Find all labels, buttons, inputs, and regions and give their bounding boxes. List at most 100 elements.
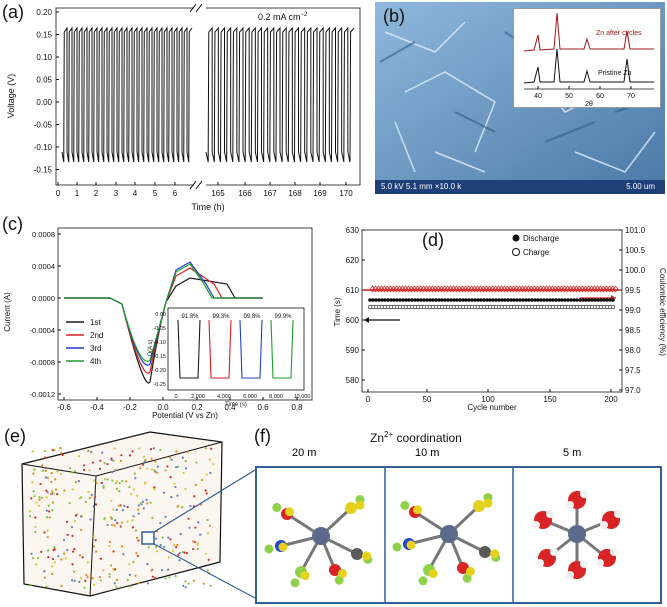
y-tick-label: 620 <box>346 256 360 265</box>
md-atom <box>47 510 51 513</box>
hydrogen-atom <box>536 559 544 567</box>
md-atom <box>103 478 107 481</box>
x-axis-label: Cycle number <box>467 403 517 412</box>
fluorine-atom <box>400 500 410 510</box>
md-atom <box>109 516 113 519</box>
md-atom <box>118 490 121 493</box>
md-atom <box>156 465 159 468</box>
plot-frame <box>361 229 623 393</box>
md-atom <box>112 550 115 553</box>
md-atom <box>119 504 122 507</box>
md-atom <box>187 582 190 585</box>
y2-tick-label: 99.0 <box>625 306 641 315</box>
md-atom <box>189 504 192 508</box>
panel-f: (f) Zn2+ coordination 20 m 10 m 5 m <box>250 424 667 604</box>
y-tick-label: 580 <box>346 376 360 385</box>
y-tick-label: 0.05 <box>36 76 52 85</box>
ligand-atom <box>473 500 485 512</box>
discharge-point <box>410 298 414 302</box>
inset-y-tick-label: 0.00 <box>155 312 166 318</box>
md-atom <box>78 580 81 584</box>
discharge-point <box>383 298 387 302</box>
md-atom <box>28 509 32 513</box>
md-atom <box>208 571 211 575</box>
panel-f-title-rest: coordination <box>393 431 462 445</box>
ce-marker <box>459 285 466 293</box>
legend-label: 3rd <box>90 344 102 353</box>
md-atom <box>170 496 173 499</box>
md-atom <box>45 509 49 512</box>
sem-info-bar: 5.0 kV 5.1 mm ×10.0 k 5.00 um <box>375 180 665 194</box>
md-atom <box>128 563 131 566</box>
md-atom <box>132 560 135 564</box>
ce-marker <box>438 285 445 293</box>
md-atom <box>64 557 68 560</box>
md-atom <box>53 561 56 564</box>
discharge-point <box>479 298 483 302</box>
ce-marker <box>375 285 382 293</box>
md-atom <box>183 551 186 554</box>
x-tick-label: 1 <box>75 189 80 198</box>
x-tick-label: -0.2 <box>123 403 137 412</box>
inset-x-tick-label: 8,000 <box>269 394 283 400</box>
md-atom <box>56 492 59 496</box>
inset-pct: 99.3% <box>212 314 230 320</box>
panel-e: (e) <box>0 424 250 601</box>
discharge-point <box>557 298 561 302</box>
x-tick-label: 0.6 <box>257 403 269 412</box>
y2-axis-label: Coulombic efficiency (%) <box>658 268 667 356</box>
ce-marker <box>510 285 517 293</box>
discharge-point <box>464 298 468 302</box>
ce-marker <box>534 285 541 293</box>
ce-marker <box>393 285 400 293</box>
md-atom <box>113 524 116 527</box>
coordination-boxes <box>255 466 662 604</box>
ce-marker <box>498 285 505 293</box>
md-atom <box>177 553 180 556</box>
y-axis-label: Time (s) <box>333 297 342 326</box>
md-atom <box>133 472 136 475</box>
sulfur-atom <box>337 568 347 578</box>
ce-marker <box>390 285 397 293</box>
x-tick-label: -0.4 <box>90 403 104 412</box>
inset-y-tick-label: -0.25 <box>153 382 166 388</box>
md-atom <box>60 584 63 588</box>
md-atom <box>60 558 63 561</box>
md-atom <box>163 491 166 494</box>
md-atom <box>184 460 187 463</box>
md-atom <box>120 521 123 524</box>
discharge-point <box>428 298 432 302</box>
ce-marker <box>519 285 526 293</box>
md-atom <box>92 479 95 482</box>
ce-marker <box>537 285 544 293</box>
md-atom <box>84 500 87 504</box>
md-atom <box>136 554 139 558</box>
discharge-point <box>380 298 384 302</box>
md-atom <box>146 582 149 585</box>
md-atom <box>53 548 56 551</box>
axis-break <box>189 3 203 13</box>
md-atom <box>47 555 50 559</box>
md-atom <box>86 561 89 564</box>
ce-marker <box>426 285 433 293</box>
md-atom <box>113 582 116 585</box>
ce-marker <box>441 285 448 293</box>
md-atom <box>74 481 77 484</box>
md-atom <box>99 459 102 462</box>
x-tick-label: 0.4 <box>224 403 236 412</box>
md-atom <box>41 464 44 467</box>
ce-marker <box>591 285 598 293</box>
md-atom <box>108 573 111 576</box>
md-atom <box>63 489 66 492</box>
discharge-point <box>392 298 396 302</box>
y-tick-label: -0.0012 <box>30 390 55 399</box>
md-atom <box>120 545 124 548</box>
y-axis-label: Voltage (V) <box>6 74 16 119</box>
md-atom <box>34 530 37 534</box>
md-atom <box>106 478 109 481</box>
md-atom <box>108 540 112 543</box>
md-atom <box>210 447 213 450</box>
md-atom <box>208 458 212 461</box>
md-atom <box>110 458 113 462</box>
ce-marker <box>432 285 439 293</box>
